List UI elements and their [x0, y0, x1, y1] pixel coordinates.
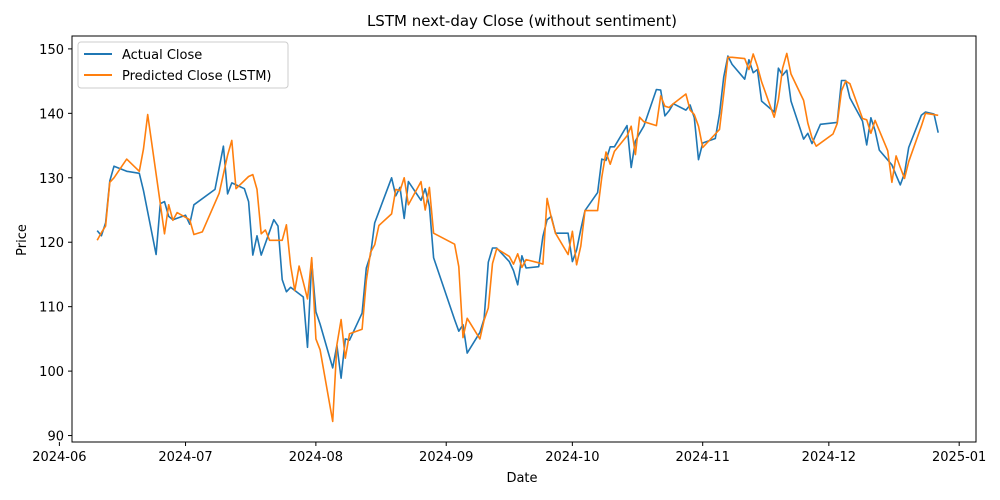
x-tick-label: 2024-08: [289, 450, 343, 465]
x-tick-label: 2024-12: [802, 450, 856, 465]
x-tick-label: 2024-09: [419, 450, 473, 465]
y-tick-label: 150: [39, 43, 64, 58]
y-axis-label: Price: [15, 224, 30, 256]
series-layer: [96, 52, 939, 423]
legend-box: [77, 41, 289, 89]
x-tick-label: 2024-07: [158, 450, 212, 465]
legend-label-actual-close: Actual Close: [122, 48, 202, 63]
legend-label-predicted-close: Predicted Close (LSTM): [122, 69, 272, 84]
y-tick-label: 100: [39, 365, 64, 380]
x-tick-label: 2024-06: [32, 450, 86, 465]
y-tick-label: 120: [39, 236, 64, 251]
y-tick-label: 130: [39, 172, 64, 187]
x-tick-label: 2024-10: [545, 450, 599, 465]
y-tick-label: 90: [47, 430, 64, 445]
chart-title: LSTM next-day Close (without sentiment): [367, 12, 677, 30]
y-axis-ticks: 90 100 110 120 130 140 150: [39, 43, 72, 445]
x-tick-label: 2025-01: [932, 450, 986, 465]
legend: Actual Close Predicted Close (LSTM): [77, 41, 289, 89]
x-tick-label: 2024-11: [676, 450, 730, 465]
x-axis-label: Date: [506, 471, 537, 486]
y-tick-label: 140: [39, 107, 64, 122]
x-axis-ticks: 2024-06 2024-07 2024-08 2024-09 2024-10 2024-…: [32, 442, 986, 465]
plot-frame: [71, 35, 977, 443]
y-tick-label: 110: [39, 301, 64, 316]
series-line-predicted-close-lstm: [96, 52, 939, 423]
series-line-actual-close: [96, 55, 939, 379]
